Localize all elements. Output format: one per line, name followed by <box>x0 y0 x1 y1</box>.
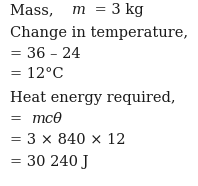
Text: =: = <box>10 112 27 126</box>
Text: = 36 – 24: = 36 – 24 <box>10 47 81 61</box>
Text: mcθ: mcθ <box>31 112 62 126</box>
Text: Change in temperature,: Change in temperature, <box>10 26 193 40</box>
Text: m: m <box>72 3 86 17</box>
Text: Heat energy required,: Heat energy required, <box>10 91 180 105</box>
Text: = 3 kg: = 3 kg <box>90 3 144 17</box>
Text: = 3 × 840 × 12: = 3 × 840 × 12 <box>10 133 125 147</box>
Text: = 30 240 J: = 30 240 J <box>10 155 88 169</box>
Text: = 12°C: = 12°C <box>10 67 64 81</box>
Text: Mass,: Mass, <box>10 3 58 17</box>
